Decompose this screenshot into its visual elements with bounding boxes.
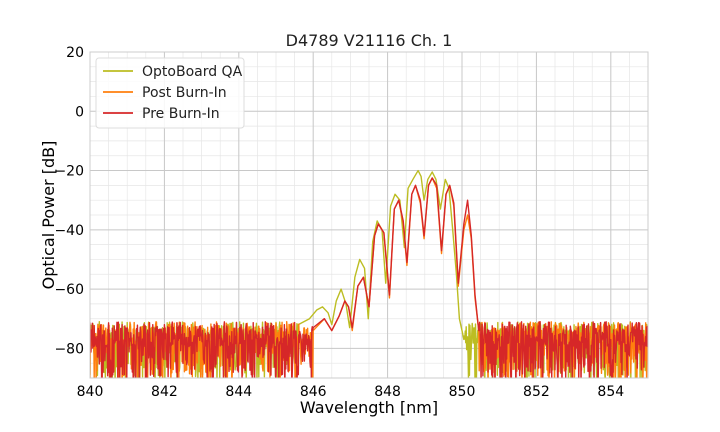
x-tick-label: 854 [597,384,624,400]
x-tick-labels: 840 842 844 846 848 850 852 854 [77,384,625,400]
chart-title: D4789 V21116 Ch. 1 [286,31,453,50]
y-tick-label: −80 [54,341,84,357]
x-axis-title: Wavelength [nm] [300,398,438,417]
series-layer [90,169,648,378]
series-line-pre-burn-in [90,177,648,378]
y-tick-label: 20 [66,45,84,61]
x-tick-label: 844 [225,384,252,400]
x-tick-label: 846 [300,384,327,400]
y-tick-labels: 20 0 −20 −40 −60 −80 [54,45,84,357]
y-axis-title: Optical Power [dB] [39,141,58,290]
x-tick-label: 842 [151,384,178,400]
legend: OptoBoard QA Post Burn-In Pre Burn-In [95,57,245,129]
x-tick-label: 840 [77,384,104,400]
legend-box [95,57,245,129]
y-tick-label: −20 [54,164,84,180]
y-tick-label: −60 [54,282,84,298]
y-tick-label: 0 [75,104,84,120]
y-tick-label: −40 [54,223,84,239]
x-tick-label: 852 [523,384,550,400]
legend-label-pre-burn-in: Pre Burn-In [142,106,220,122]
legend-label-optoboard-qa: OptoBoard QA [142,64,243,80]
plot-frame [89,51,649,379]
x-tick-label: 850 [449,384,476,400]
x-tick-label: 848 [374,384,401,400]
legend-label-post-burn-in: Post Burn-In [142,85,227,101]
